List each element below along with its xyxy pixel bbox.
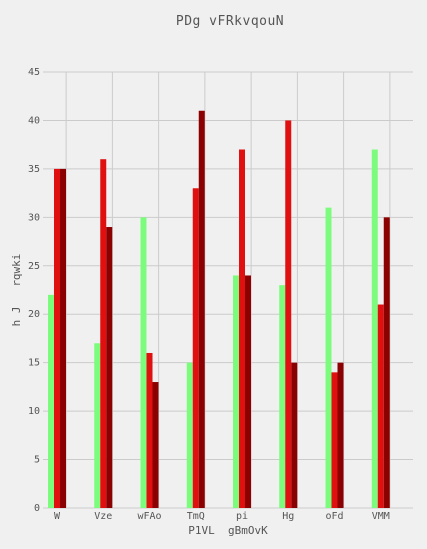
bar [285,120,292,508]
y-tick-label: 0 [34,503,40,514]
y-tick-label: 15 [28,358,40,369]
bar [94,343,101,508]
x-tick-label: Vze [94,511,112,522]
y-tick-label: 40 [28,115,40,126]
x-tick-label: VMM [372,511,390,522]
bar [291,362,298,508]
x-tick-label: Hg [282,511,294,522]
x-tick-label: oFd [325,511,343,522]
y-tick-label: 5 [34,455,40,466]
x-tick-label: TmQ [187,511,205,522]
x-axis-label: P1VL gBmOvK [188,524,268,537]
bar [279,285,286,508]
y-axis-ticks: 0 5 10 15 20 25 30 35 40 45 [28,67,40,514]
y-tick-label: 35 [28,164,40,175]
bar [377,304,384,508]
x-tick-label: pi [236,511,248,522]
bar [54,168,60,508]
bar [140,217,147,509]
bar [325,207,332,508]
bar [152,382,159,508]
bar [371,149,378,508]
y-tick-label: 30 [28,212,40,223]
bar [239,149,245,508]
y-tick-label: 20 [28,309,40,320]
bar [106,227,113,508]
x-axis-ticks: W Vze wFAo TmQ pi Hg oFd VMM [54,511,390,522]
y-tick-label: 10 [28,406,40,417]
bar [198,110,205,508]
bar [192,188,199,508]
bar [48,294,54,508]
y-tick-label: 25 [28,261,40,272]
bar [245,275,251,508]
bar [331,372,338,508]
bar [100,159,107,508]
y-tick-label: 45 [28,67,40,78]
bar [233,275,239,508]
x-tick-label: wFAo [137,511,161,522]
y-axis-label: h J rqwki [10,254,23,327]
bar [337,362,344,508]
chart-title: PDg vFRkvqouN [176,14,284,29]
bar [383,217,390,509]
x-tick-label: W [54,511,61,522]
bar [60,168,66,508]
bar [146,352,153,508]
bar [186,362,193,508]
bars [48,110,390,509]
